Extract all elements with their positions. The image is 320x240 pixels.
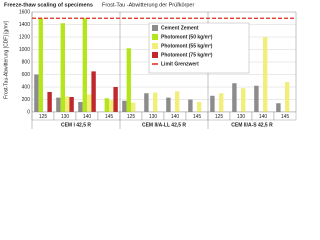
y-tick-label: 800 bbox=[22, 59, 31, 65]
category-box bbox=[273, 111, 297, 121]
bar bbox=[232, 83, 237, 112]
group-label: CEM II/A-LL 42,5 R bbox=[142, 122, 186, 128]
bar bbox=[82, 18, 87, 112]
bar bbox=[113, 87, 118, 112]
bar bbox=[144, 93, 149, 112]
y-tick-label: 1400 bbox=[19, 22, 30, 28]
y-tick-label: 0 bbox=[27, 109, 30, 115]
x-tick-label: 145 bbox=[105, 114, 114, 120]
legend-swatch bbox=[152, 52, 158, 58]
bar bbox=[38, 18, 43, 112]
bar bbox=[210, 95, 215, 112]
y-tick-label: 400 bbox=[22, 84, 31, 90]
x-tick-label: 130 bbox=[149, 114, 158, 120]
y-tick-label: 1200 bbox=[19, 34, 30, 40]
bar bbox=[47, 92, 52, 112]
bar bbox=[60, 23, 65, 112]
legend-swatch bbox=[152, 34, 158, 40]
y-tick-label: 200 bbox=[22, 97, 31, 103]
y-axis-label: Frost-Tau-Abwitterung [CDF] [g/m²] bbox=[3, 20, 9, 98]
bar bbox=[153, 92, 158, 112]
bar bbox=[276, 103, 281, 112]
x-tick-label: 125 bbox=[39, 114, 48, 120]
x-tick-label: 145 bbox=[281, 114, 290, 120]
bar bbox=[104, 98, 109, 112]
bar bbox=[188, 99, 193, 112]
y-tick-label: 1600 bbox=[19, 9, 30, 15]
bar bbox=[285, 82, 290, 112]
bar bbox=[219, 93, 224, 112]
x-tick-label: 145 bbox=[193, 114, 202, 120]
bar bbox=[109, 100, 114, 112]
chart-subtitle: Frost-Tau -Abwitterung der Prüfkörper bbox=[102, 2, 194, 8]
bar bbox=[122, 100, 127, 112]
bar bbox=[166, 97, 171, 112]
x-tick-label: 125 bbox=[127, 114, 136, 120]
x-tick-label: 140 bbox=[83, 114, 92, 120]
bar bbox=[78, 102, 83, 112]
group-label: CEM I 42,5 R bbox=[61, 122, 91, 128]
x-tick-label: 125 bbox=[215, 114, 224, 120]
x-tick-label: 130 bbox=[61, 114, 70, 120]
bar bbox=[69, 97, 74, 112]
legend-box bbox=[148, 22, 250, 74]
legend-label: Photomont (55 kg/m³) bbox=[161, 43, 213, 49]
chart-title: Freeze-thaw scaling of specimens bbox=[4, 2, 93, 8]
bar bbox=[126, 48, 131, 112]
legend-swatch bbox=[152, 25, 158, 31]
bar bbox=[34, 74, 39, 112]
legend-label: Photomont (50 kg/m³) bbox=[161, 34, 213, 40]
bar bbox=[87, 94, 92, 112]
legend-label: Limit Grenzwert bbox=[161, 61, 199, 67]
chart: Freeze-thaw scaling of specimens Frost-T… bbox=[3, 2, 297, 129]
bar bbox=[197, 102, 202, 112]
bar bbox=[175, 91, 180, 112]
bar bbox=[263, 37, 268, 112]
bar bbox=[56, 97, 61, 112]
bar bbox=[131, 102, 136, 112]
y-tick-label: 600 bbox=[22, 72, 31, 78]
legend-label: Photomont (75 kg/m³) bbox=[161, 52, 213, 58]
bar bbox=[254, 85, 259, 112]
group-label: CEM II/A-S 42,5 R bbox=[231, 122, 273, 128]
legend-label: Cement Zement bbox=[161, 25, 199, 31]
bar bbox=[91, 71, 96, 112]
x-tick-label: 140 bbox=[171, 114, 180, 120]
x-tick-label: 130 bbox=[237, 114, 246, 120]
x-tick-label: 140 bbox=[259, 114, 268, 120]
bar bbox=[65, 96, 70, 112]
legend-swatch bbox=[152, 43, 158, 49]
y-tick-label: 1000 bbox=[19, 47, 30, 53]
bar bbox=[241, 88, 246, 112]
